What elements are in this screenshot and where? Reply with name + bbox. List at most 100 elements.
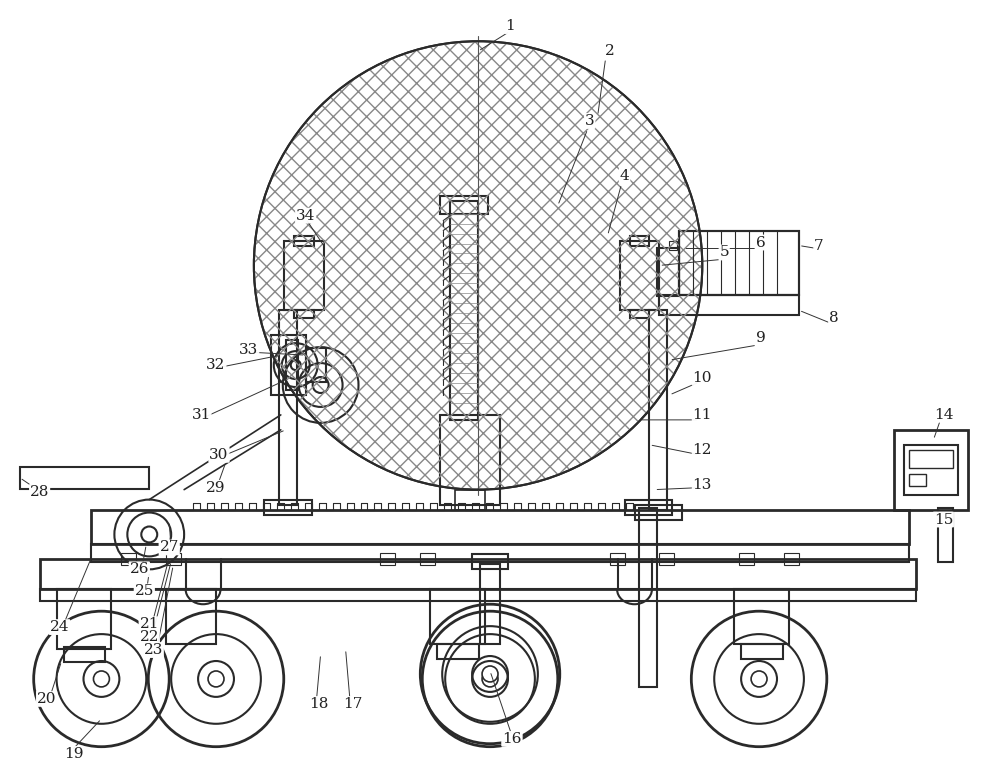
Bar (904, 445, 958, 495)
Circle shape (751, 671, 767, 687)
Text: 34: 34 (296, 209, 315, 223)
Bar (784, 553, 799, 565)
Text: 12: 12 (693, 443, 712, 457)
Bar (57, 589, 111, 649)
Bar (472, 554, 508, 570)
Bar (659, 553, 674, 565)
Text: 33: 33 (239, 343, 259, 357)
Text: 19: 19 (64, 747, 83, 761)
Text: 15: 15 (934, 512, 953, 526)
Bar (455, 490, 485, 509)
Text: 20: 20 (37, 692, 56, 706)
Text: 13: 13 (693, 478, 712, 491)
Text: 23: 23 (144, 643, 163, 657)
Bar (64, 647, 105, 662)
Bar (480, 564, 500, 644)
Text: 7: 7 (814, 238, 824, 252)
Text: 32: 32 (206, 358, 226, 372)
Text: 8: 8 (829, 311, 839, 325)
Bar (380, 553, 395, 565)
Text: 26: 26 (130, 563, 149, 577)
Text: 29: 29 (206, 481, 226, 495)
Text: 30: 30 (209, 447, 229, 462)
Text: 17: 17 (343, 697, 362, 711)
Bar (121, 553, 136, 565)
Bar (450, 200, 478, 420)
Bar (741, 644, 783, 659)
Text: 10: 10 (693, 371, 712, 385)
Text: 19: 19 (64, 747, 83, 761)
Text: 17: 17 (343, 697, 362, 711)
Bar (430, 589, 485, 644)
Bar (657, 248, 679, 296)
Circle shape (254, 41, 702, 490)
Text: 25: 25 (135, 584, 154, 598)
Text: 8: 8 (829, 311, 839, 325)
Text: 31: 31 (191, 408, 211, 422)
Text: 3: 3 (585, 114, 594, 128)
Text: 30: 30 (209, 447, 229, 462)
Text: 5: 5 (719, 245, 729, 259)
Bar (679, 231, 799, 296)
Circle shape (208, 671, 224, 687)
Text: 4: 4 (620, 169, 629, 183)
Bar (630, 235, 649, 245)
Bar (279, 310, 297, 505)
Text: 10: 10 (693, 371, 712, 385)
Text: 4: 4 (620, 169, 629, 183)
Text: 27: 27 (160, 540, 179, 554)
Bar (894, 430, 968, 509)
Bar (294, 310, 314, 318)
Bar (440, 196, 488, 214)
Text: 18: 18 (309, 697, 328, 711)
Text: 11: 11 (693, 408, 712, 422)
Text: 7: 7 (814, 238, 824, 252)
Text: 27: 27 (160, 540, 179, 554)
Text: 23: 23 (144, 643, 163, 657)
Bar (620, 241, 659, 310)
Text: 24: 24 (50, 620, 69, 634)
Circle shape (482, 671, 498, 687)
Text: 34: 34 (296, 209, 315, 223)
Text: 9: 9 (756, 331, 766, 345)
Bar (271, 335, 306, 395)
Bar (625, 499, 672, 515)
Bar (909, 474, 926, 485)
Bar (91, 544, 909, 563)
Circle shape (93, 671, 109, 687)
Bar (286, 340, 298, 390)
Bar (639, 508, 657, 687)
Text: 32: 32 (206, 358, 226, 372)
Bar (739, 553, 754, 565)
Bar (294, 235, 314, 245)
Bar (630, 310, 649, 318)
Text: 14: 14 (934, 408, 953, 422)
Circle shape (482, 666, 498, 682)
Bar (734, 589, 789, 644)
Bar (91, 509, 909, 544)
Text: 16: 16 (502, 731, 522, 745)
Text: 9: 9 (756, 331, 766, 345)
Bar (909, 450, 953, 467)
Bar (679, 231, 799, 296)
Text: 29: 29 (206, 481, 226, 495)
Bar (610, 553, 625, 565)
Text: 14: 14 (934, 408, 953, 422)
Text: 1: 1 (505, 19, 515, 33)
Text: 33: 33 (239, 343, 259, 357)
Text: 21: 21 (140, 617, 159, 631)
Text: 28: 28 (30, 485, 49, 498)
Text: 22: 22 (140, 630, 159, 644)
Bar (20, 467, 149, 488)
Bar (669, 241, 677, 251)
Bar (938, 508, 953, 563)
Bar (420, 553, 435, 565)
Text: 1: 1 (505, 19, 515, 33)
Text: 2: 2 (605, 44, 614, 58)
Text: 28: 28 (30, 485, 49, 498)
Text: 16: 16 (502, 731, 522, 745)
Bar (264, 499, 312, 515)
Bar (306, 348, 326, 382)
Text: 22: 22 (140, 630, 159, 644)
Text: 5: 5 (719, 245, 729, 259)
